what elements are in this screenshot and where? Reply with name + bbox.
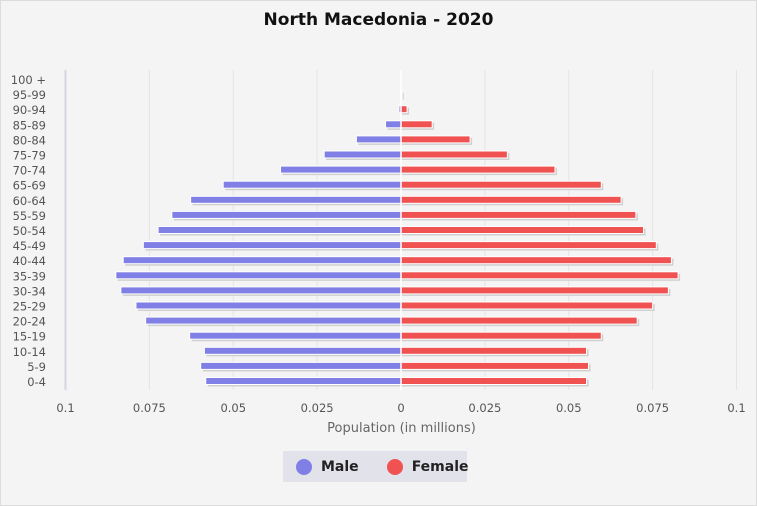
- x-tick-label: 0.05: [220, 401, 246, 415]
- male-bar: [355, 135, 402, 144]
- male-bar: [145, 316, 402, 325]
- female-bar: [400, 286, 669, 295]
- x-tick-label: 0.025: [468, 401, 501, 415]
- y-tick-label: 45-49: [13, 239, 46, 253]
- legend-label-male: Male: [321, 458, 359, 475]
- male-bar: [122, 256, 402, 265]
- male-bar: [222, 180, 402, 189]
- y-tick-label: 75-79: [13, 149, 46, 163]
- y-tick-label: 95-99: [13, 88, 46, 102]
- female-bar: [400, 361, 590, 370]
- female-bar-shadow: [403, 92, 404, 100]
- female-bar: [400, 316, 638, 325]
- legend-item-male[interactable]: Male: [296, 458, 359, 475]
- male-bar: [189, 331, 402, 340]
- y-tick-label: 20-24: [13, 315, 46, 329]
- female-bar: [400, 195, 622, 204]
- y-tick-label: 0-4: [27, 375, 46, 389]
- x-tick-label: 0.075: [636, 401, 669, 415]
- female-bar: [400, 331, 602, 340]
- female-bar: [400, 210, 637, 219]
- legend: Male Female: [283, 451, 469, 482]
- female-bar: [400, 120, 433, 129]
- male-bar: [190, 195, 402, 204]
- male-bar: [135, 301, 402, 310]
- female-bar: [400, 226, 645, 234]
- female-bar: [400, 105, 408, 114]
- y-tick-label: 100 +: [11, 73, 46, 87]
- y-tick-label: 25-29: [13, 300, 46, 314]
- female-bar: [400, 241, 657, 250]
- male-bar: [205, 377, 402, 385]
- x-tick-label: 0.1: [56, 401, 74, 415]
- y-tick-label: 85-89: [13, 118, 46, 132]
- y-tick-label: 60-64: [13, 194, 46, 208]
- male-bar: [120, 286, 402, 295]
- y-tick-label: 50-54: [13, 224, 46, 238]
- x-tick-label: 0.025: [301, 401, 334, 415]
- y-tick-label: 70-74: [13, 164, 46, 178]
- chart-title: North Macedonia - 2020: [263, 10, 494, 30]
- male-bar: [385, 120, 402, 129]
- female-bar: [400, 165, 556, 174]
- female-bar: [400, 271, 679, 280]
- y-tick-label: 15-19: [13, 330, 46, 344]
- y-tick-label: 35-39: [13, 269, 46, 283]
- male-bar: [323, 150, 402, 159]
- female-swatch-icon: [386, 458, 403, 475]
- y-tick-label: 10-14: [13, 345, 46, 359]
- x-tick-label: 0.05: [556, 401, 582, 415]
- male-bar: [142, 241, 402, 250]
- y-tick-label: 65-69: [13, 179, 46, 193]
- legend-item-female[interactable]: Female: [386, 458, 469, 475]
- x-axis-title: Population (in millions): [327, 421, 476, 436]
- female-bar: [400, 301, 654, 310]
- y-tick-label: 90-94: [13, 103, 46, 117]
- y-tick-label: 40-44: [13, 254, 46, 268]
- x-tick-label: 0.075: [133, 401, 166, 415]
- female-bar: [400, 135, 471, 144]
- y-tick-label: 80-84: [13, 133, 46, 147]
- male-bar: [157, 226, 402, 234]
- y-tick-label: 55-59: [13, 209, 46, 223]
- female-bar: [400, 180, 602, 189]
- legend-label-female: Female: [411, 458, 469, 475]
- male-bar: [203, 346, 402, 355]
- y-tick-label: 30-34: [13, 284, 46, 298]
- male-bar: [200, 361, 402, 370]
- male-swatch-icon: [296, 458, 312, 475]
- y-tick-label: 5-9: [27, 360, 46, 374]
- male-bar: [115, 271, 402, 280]
- female-bar: [400, 256, 672, 265]
- female-bar: [400, 150, 508, 159]
- x-tick-label: 0.1: [727, 401, 745, 415]
- x-tick-label: 0: [397, 401, 404, 415]
- female-bar: [400, 377, 588, 385]
- male-bar: [171, 210, 402, 219]
- female-bar: [400, 346, 588, 355]
- male-bar: [280, 165, 402, 174]
